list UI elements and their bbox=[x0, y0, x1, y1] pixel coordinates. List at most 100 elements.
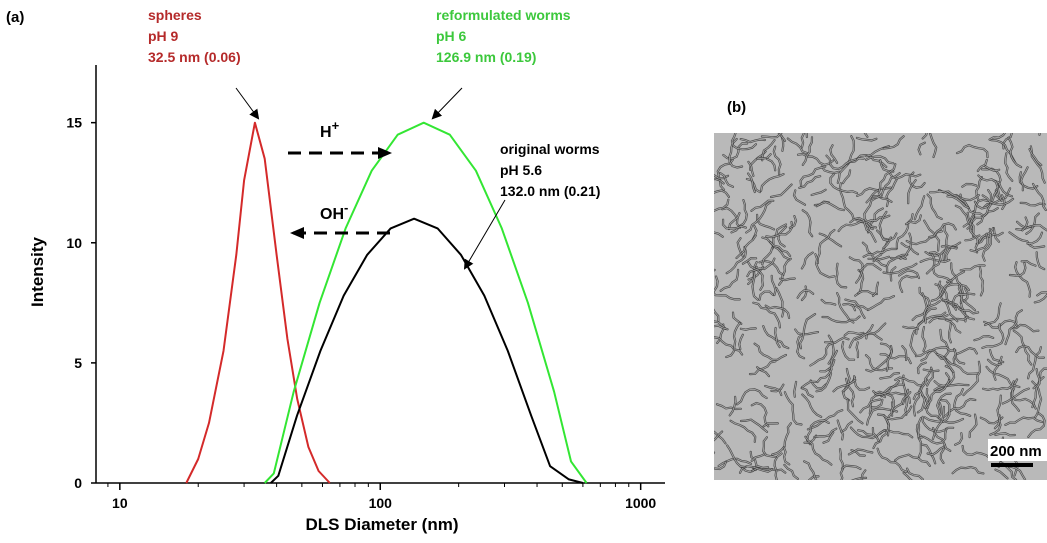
worm-core bbox=[766, 158, 776, 171]
worm-core bbox=[738, 334, 744, 350]
worm-core bbox=[762, 436, 777, 458]
worm-core bbox=[974, 190, 998, 209]
worm-core bbox=[811, 189, 826, 196]
y-axis-title: Intensity bbox=[28, 237, 47, 307]
worm-core bbox=[917, 390, 926, 413]
worm-core bbox=[903, 472, 912, 480]
worm-core bbox=[794, 329, 819, 335]
worm-core bbox=[913, 369, 932, 400]
worm-core bbox=[900, 233, 912, 260]
worm-core bbox=[821, 166, 840, 174]
worm-core bbox=[877, 406, 912, 420]
worm-core bbox=[1014, 261, 1031, 297]
worm-core bbox=[921, 394, 941, 420]
worm-core bbox=[765, 305, 790, 319]
worm-core bbox=[829, 144, 838, 164]
worm-core bbox=[953, 388, 971, 417]
worm-core bbox=[826, 155, 856, 170]
worm-core bbox=[861, 470, 866, 480]
worm-core bbox=[856, 342, 859, 358]
worm-core bbox=[819, 359, 835, 372]
worm-core bbox=[1027, 346, 1042, 379]
worm-core bbox=[801, 252, 814, 269]
worm-core bbox=[985, 166, 1000, 172]
worm-core bbox=[919, 287, 931, 309]
ion-charge: + bbox=[332, 118, 340, 133]
worm-core bbox=[982, 324, 1004, 349]
annotation-arrow bbox=[431, 87, 463, 120]
worm-core bbox=[771, 275, 777, 296]
worm-core bbox=[756, 214, 775, 230]
worm-core bbox=[1011, 324, 1039, 332]
worm-core bbox=[872, 384, 905, 396]
worm-core bbox=[1020, 202, 1046, 206]
worm-core bbox=[1027, 232, 1043, 245]
worm-core bbox=[872, 282, 879, 297]
worm-core bbox=[1005, 309, 1023, 345]
worm-core bbox=[829, 173, 858, 194]
worm-core bbox=[779, 278, 796, 281]
worm-core bbox=[815, 253, 835, 278]
worm-core bbox=[934, 383, 969, 391]
worm-core bbox=[719, 172, 734, 188]
worm-core bbox=[714, 431, 723, 441]
worm-core bbox=[863, 197, 877, 228]
worm-core bbox=[855, 323, 886, 340]
worm-core bbox=[836, 263, 847, 288]
worm-core bbox=[929, 314, 948, 323]
worm-core bbox=[783, 446, 790, 465]
worm-core bbox=[945, 242, 961, 261]
worm-core bbox=[877, 448, 907, 473]
worm-core bbox=[955, 205, 971, 226]
worm-core bbox=[976, 232, 1004, 245]
worm-core bbox=[1029, 148, 1042, 166]
worm-core bbox=[906, 468, 924, 480]
worm-core bbox=[824, 337, 849, 344]
worm-core bbox=[950, 263, 964, 296]
x-tick-label: 1000 bbox=[625, 495, 656, 511]
worm-core bbox=[714, 320, 726, 330]
annotation-text: 132.0 nm (0.21) bbox=[500, 183, 600, 199]
worm-core bbox=[714, 309, 719, 322]
worm-core bbox=[907, 179, 917, 204]
worm-core bbox=[722, 142, 748, 160]
annotation-arrow bbox=[235, 87, 260, 120]
worm-core bbox=[822, 316, 860, 323]
worm-core bbox=[867, 295, 895, 311]
worm-core bbox=[977, 159, 988, 172]
worm-core bbox=[833, 379, 856, 392]
worm-core bbox=[962, 445, 991, 459]
worm-core bbox=[844, 331, 864, 336]
worm-core bbox=[714, 232, 724, 238]
annotation-text: pH 5.6 bbox=[500, 162, 542, 178]
worm-core bbox=[943, 356, 979, 375]
worm-core bbox=[816, 368, 832, 392]
worm-core bbox=[958, 283, 963, 304]
worm-core bbox=[866, 408, 898, 425]
worm-core bbox=[874, 380, 900, 395]
worm-core bbox=[793, 190, 806, 206]
worm-core bbox=[898, 269, 920, 279]
worm-core bbox=[742, 257, 757, 265]
worm-core bbox=[913, 379, 928, 416]
worm-core bbox=[772, 224, 787, 249]
worm-core bbox=[945, 319, 961, 333]
worm-core bbox=[872, 195, 892, 203]
worm-core bbox=[923, 369, 939, 372]
worm-core bbox=[856, 187, 880, 197]
worm-core bbox=[749, 360, 776, 375]
worm-core bbox=[771, 422, 792, 455]
worm-core bbox=[963, 361, 981, 396]
worm-core bbox=[894, 454, 931, 467]
worm-core bbox=[859, 399, 881, 413]
worm-core bbox=[740, 138, 766, 143]
worm-core bbox=[784, 391, 802, 425]
worm-core bbox=[751, 453, 766, 462]
worm-core bbox=[923, 300, 941, 324]
annotation-text: original worms bbox=[500, 141, 600, 157]
worm-core bbox=[947, 195, 970, 209]
worm-core bbox=[821, 299, 836, 305]
worm-core bbox=[852, 477, 867, 480]
worm-core bbox=[977, 189, 992, 225]
